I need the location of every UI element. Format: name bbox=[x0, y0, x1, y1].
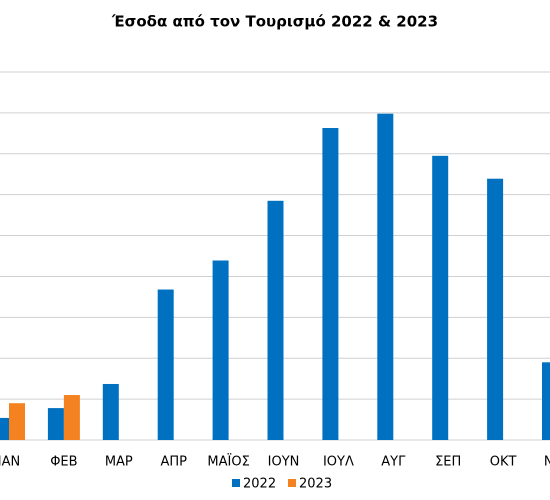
legend-swatch bbox=[288, 479, 296, 487]
x-tick-label: ΣΕΠ bbox=[435, 455, 461, 470]
bar bbox=[432, 155, 449, 441]
legend-label: 2023 bbox=[299, 477, 332, 492]
x-tick-label: ΜΑΪΟΣ bbox=[207, 454, 249, 470]
x-tick-label: ΜΑΡ bbox=[105, 455, 133, 470]
x-tick-label: ΙΟΥΝ bbox=[268, 455, 300, 470]
x-tick-label: ΦΕΒ bbox=[50, 455, 77, 470]
bar bbox=[47, 408, 64, 440]
x-tick-label: ΙΟΥΛ bbox=[323, 455, 354, 470]
x-tick-label: ΑΥΓ bbox=[381, 455, 406, 470]
x-tick-label: ΟΚΤ bbox=[490, 455, 517, 470]
bar bbox=[9, 403, 25, 440]
bar bbox=[322, 128, 339, 441]
x-tick-label: ΑΠΡ bbox=[160, 455, 187, 470]
bar bbox=[212, 260, 229, 440]
bar bbox=[63, 395, 80, 440]
bar bbox=[542, 362, 550, 440]
bar bbox=[377, 113, 394, 440]
bar bbox=[267, 200, 284, 440]
x-tick-label: ΙΑΝ bbox=[0, 455, 20, 470]
bar bbox=[157, 289, 174, 440]
legend-label: 2022 bbox=[243, 477, 276, 492]
bar bbox=[487, 178, 504, 440]
chart-title: Έσοδα από τον Τουρισμό 2022 & 2023 bbox=[111, 13, 438, 31]
x-tick-label: ΝΟΕ bbox=[544, 455, 550, 470]
legend-swatch bbox=[232, 479, 240, 487]
bar bbox=[102, 383, 119, 440]
bar bbox=[0, 417, 9, 440]
